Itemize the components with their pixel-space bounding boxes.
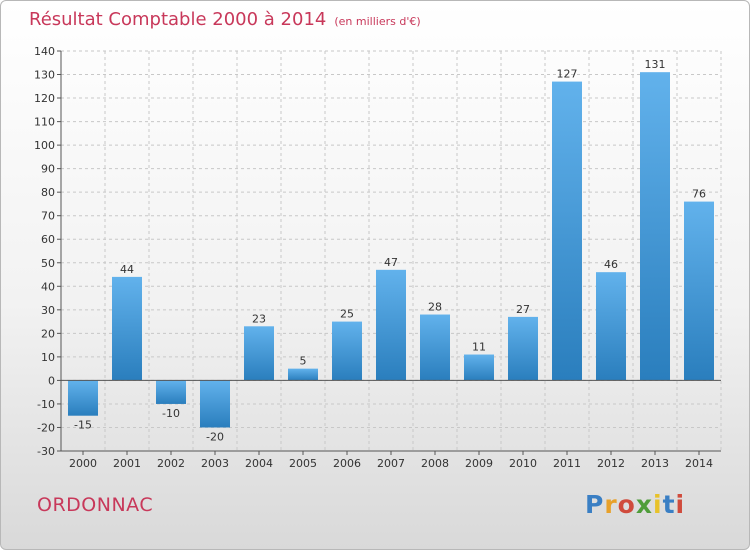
y-tick-label: 130 bbox=[34, 69, 55, 82]
x-tick-label: 2008 bbox=[421, 457, 449, 470]
bars bbox=[68, 72, 714, 428]
commune-name: ORDONNAC bbox=[37, 494, 154, 516]
y-tick-label: 110 bbox=[34, 116, 55, 129]
y-tick-label: 100 bbox=[34, 139, 55, 152]
x-tick-label: 2004 bbox=[245, 457, 273, 470]
labels: -15 44 -10 -20 23 5 25 47 28 11 27 127 46 131 76 bbox=[61, 58, 721, 443]
x-tick-label: 2000 bbox=[69, 457, 97, 470]
y-tick-label: 40 bbox=[41, 280, 55, 293]
bar-2002 bbox=[156, 380, 186, 404]
bar-2011 bbox=[552, 81, 582, 381]
logo-letter: x bbox=[635, 490, 653, 519]
value-label-2012: 46 bbox=[604, 258, 618, 271]
x-tick-label: 2005 bbox=[289, 457, 317, 470]
logo-letter: t bbox=[662, 490, 676, 519]
logo-letter: P bbox=[585, 490, 605, 519]
bar-2005 bbox=[288, 368, 318, 381]
value-label-2004: 23 bbox=[252, 312, 266, 325]
x-tick-label: 2011 bbox=[553, 457, 581, 470]
bar-2006 bbox=[332, 321, 362, 381]
x-tick-label: 2003 bbox=[201, 457, 229, 470]
value-label-2014: 76 bbox=[692, 188, 706, 201]
bar-2012 bbox=[596, 272, 626, 381]
value-label-2002: -10 bbox=[162, 407, 180, 420]
logo-letter: r bbox=[604, 490, 618, 519]
value-label-2010: 27 bbox=[516, 303, 530, 316]
x-tick-label: 2007 bbox=[377, 457, 405, 470]
logo-letter: i bbox=[653, 490, 663, 519]
y-tick-label: 120 bbox=[34, 92, 55, 105]
y-tick-label: 30 bbox=[41, 304, 55, 317]
y-tick-label: 90 bbox=[41, 163, 55, 176]
y-tick-label: -30 bbox=[37, 445, 55, 458]
x-tick-label: 2010 bbox=[509, 457, 537, 470]
value-label-2005: 5 bbox=[300, 355, 307, 368]
y-tick-label: -10 bbox=[37, 398, 55, 411]
bar-2009 bbox=[464, 354, 494, 381]
y-tick-label: 10 bbox=[41, 351, 55, 364]
bar-2010 bbox=[508, 316, 538, 381]
bar-2013 bbox=[640, 72, 670, 381]
y-tick-label: 70 bbox=[41, 210, 55, 223]
value-label-2013: 131 bbox=[645, 58, 666, 71]
value-label-2007: 47 bbox=[384, 256, 398, 269]
bar-2000 bbox=[68, 380, 98, 416]
bar-2003 bbox=[200, 380, 230, 428]
x-tick-label: 2012 bbox=[597, 457, 625, 470]
x-tick-label: 2014 bbox=[685, 457, 713, 470]
value-label-2006: 25 bbox=[340, 308, 354, 321]
proxiti-logo: Proxiti bbox=[585, 490, 685, 519]
bar-2014 bbox=[684, 201, 714, 381]
title-main: Résultat Comptable 2000 à 2014 bbox=[29, 9, 327, 30]
x-tick-label: 2002 bbox=[157, 457, 185, 470]
x-tick-label: 2006 bbox=[333, 457, 361, 470]
y-tick-label: 20 bbox=[41, 327, 55, 340]
value-label-2000: -15 bbox=[74, 419, 92, 432]
y-tick-label: -20 bbox=[37, 421, 55, 434]
y-tick-label: 0 bbox=[48, 374, 55, 387]
value-label-2009: 11 bbox=[472, 341, 486, 354]
bar-2001 bbox=[112, 276, 142, 381]
x-tick-label: 2013 bbox=[641, 457, 669, 470]
x-tick-label: 2009 bbox=[465, 457, 493, 470]
value-label-2008: 28 bbox=[428, 301, 442, 314]
y-tick-label: 140 bbox=[34, 45, 55, 58]
value-label-2003: -20 bbox=[206, 430, 224, 443]
value-label-2001: 44 bbox=[120, 263, 134, 276]
logo-letter: o bbox=[617, 490, 636, 519]
value-label-2011: 127 bbox=[557, 68, 578, 81]
bar-2007 bbox=[376, 269, 406, 381]
axes: -30 -20 -10 0 10 20 30 40 50 60 70 80 90 100 110 120 130… bbox=[34, 45, 721, 470]
chart-title: Résultat Comptable 2000 à 2014 (en millie… bbox=[29, 9, 421, 30]
logo-letter: i bbox=[675, 490, 686, 519]
bar-2008 bbox=[420, 314, 450, 381]
x-tick-label: 2001 bbox=[113, 457, 141, 470]
y-tick-label: 50 bbox=[41, 257, 55, 270]
bar-2004 bbox=[244, 326, 274, 381]
y-tick-label: 60 bbox=[41, 233, 55, 246]
title-unit: (en milliers d'€) bbox=[334, 15, 421, 28]
grid-lines bbox=[60, 50, 722, 452]
y-tick-label: 80 bbox=[41, 186, 55, 199]
